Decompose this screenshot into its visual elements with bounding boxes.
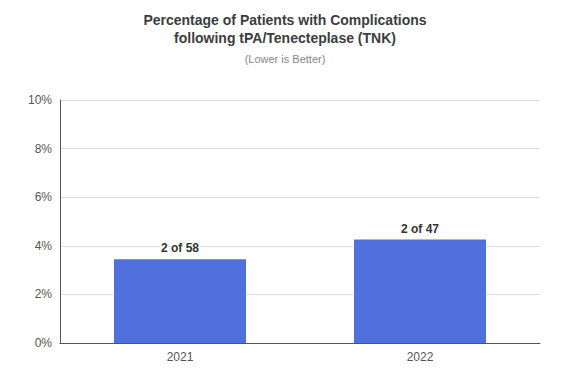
svg-text:Percentage of Patients with Co: Percentage of Patients with Complication…	[143, 12, 426, 28]
svg-text:10%: 10%	[28, 93, 52, 107]
svg-text:2 of 47: 2 of 47	[401, 222, 439, 236]
svg-text:following tPA/Tenecteplase (TN: following tPA/Tenecteplase (TNK)	[174, 30, 396, 46]
svg-text:6%: 6%	[35, 190, 53, 204]
svg-text:(Lower is Better): (Lower is Better)	[245, 53, 326, 65]
svg-text:4%: 4%	[35, 239, 53, 253]
svg-text:2021: 2021	[167, 350, 194, 364]
svg-text:0%: 0%	[35, 336, 53, 350]
svg-text:2%: 2%	[35, 287, 53, 301]
svg-text:2022: 2022	[407, 350, 434, 364]
svg-text:2 of 58: 2 of 58	[161, 241, 199, 255]
svg-text:8%: 8%	[35, 142, 53, 156]
